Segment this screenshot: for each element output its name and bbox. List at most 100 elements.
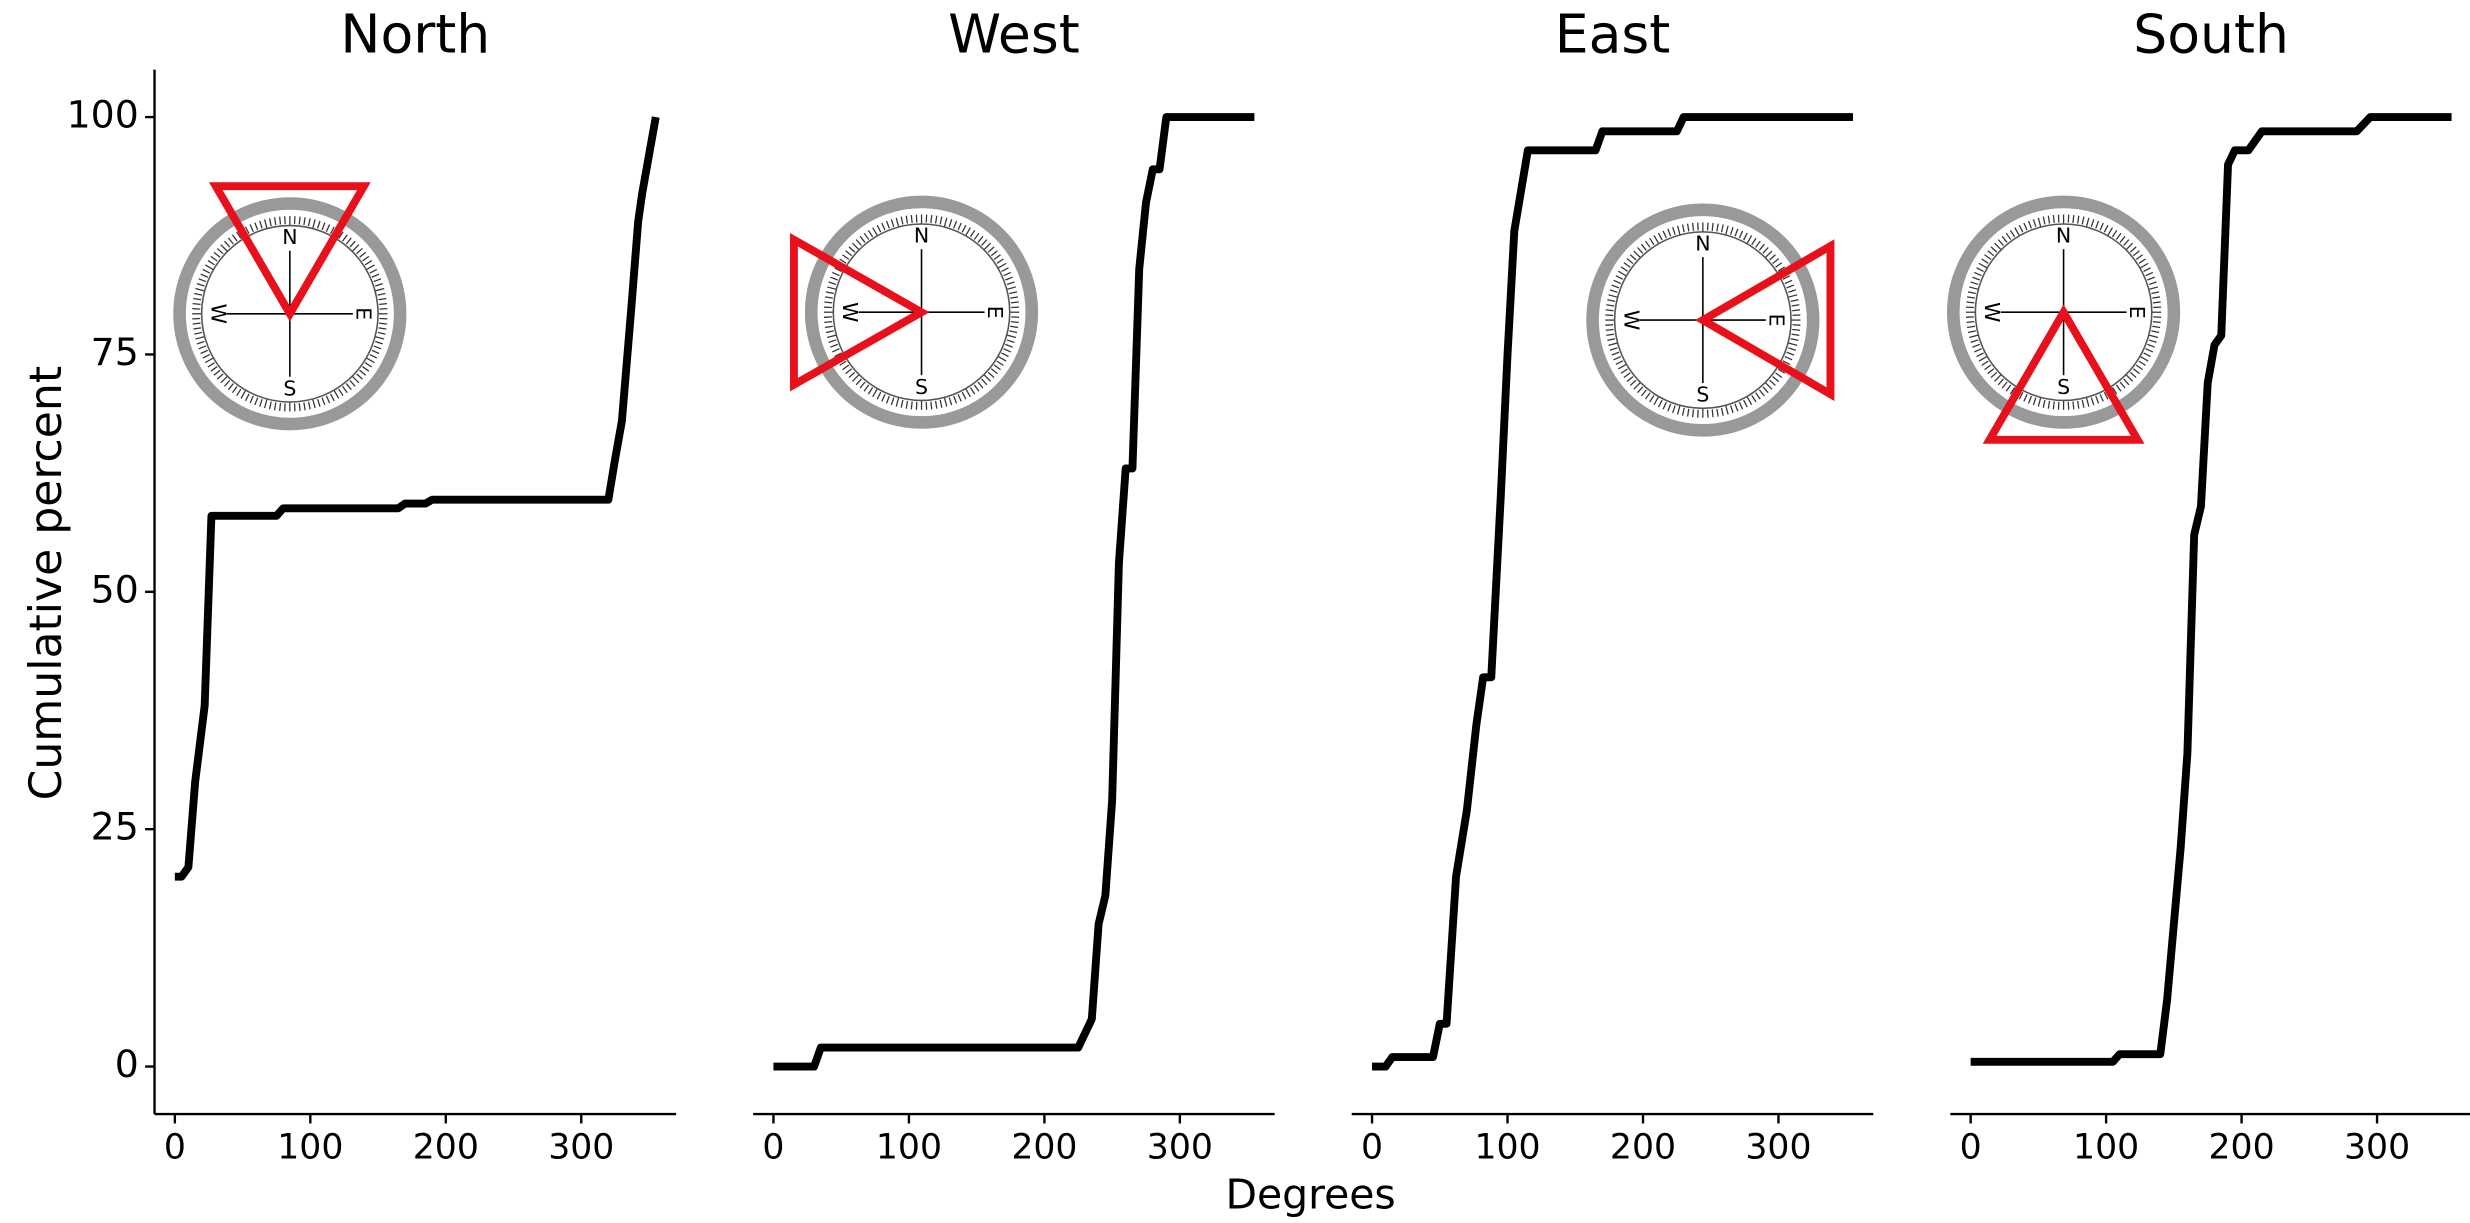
compass-tick	[227, 383, 234, 391]
compass-tick	[200, 273, 209, 278]
compass-tick	[1784, 356, 1793, 361]
data-line	[1372, 113, 1853, 1071]
compass-tick	[1629, 254, 1637, 261]
compass-tick	[1006, 339, 1015, 343]
compass-tick	[1990, 246, 1998, 253]
compass-tick	[1791, 304, 1800, 307]
compass-tick	[244, 393, 250, 402]
compass-tick	[1976, 267, 1984, 272]
compass-tick	[213, 251, 221, 258]
compass-letter: S	[915, 375, 928, 399]
compass-tick	[1755, 240, 1761, 248]
compass-tick	[2152, 301, 2161, 304]
compass-tick	[993, 364, 1001, 371]
compass-tick	[1003, 271, 1012, 277]
compass-tick	[307, 218, 311, 227]
compass-tick	[2052, 401, 2055, 410]
x-axis-label: Degrees	[1225, 1170, 1395, 1218]
compass-icon: N E S W	[789, 195, 1039, 429]
compass-tick	[2119, 381, 2126, 389]
compass-letter: S	[1696, 383, 1709, 407]
compass-tick	[828, 339, 837, 343]
compass-tick	[834, 267, 842, 272]
compass-tick	[900, 399, 904, 408]
compass-tick	[2077, 400, 2080, 409]
compass-tick	[961, 391, 967, 400]
compass-tick	[1775, 372, 1783, 378]
compass-tick	[1609, 347, 1618, 351]
compass-tick	[839, 360, 847, 366]
compass-tick	[996, 360, 1004, 366]
compass-tick	[369, 268, 378, 274]
compass-tick	[2138, 258, 2146, 264]
compass-tick	[196, 282, 205, 287]
compass-tick	[307, 401, 311, 410]
compass-tick	[953, 395, 958, 404]
x-tick-label: 100	[876, 1128, 942, 1168]
compass-tick	[1010, 296, 1019, 299]
compass-tick	[375, 340, 383, 345]
compass-tick	[867, 387, 874, 395]
compass-tick	[193, 327, 202, 330]
compass-tick	[1626, 376, 1634, 383]
compass-tick	[379, 302, 388, 306]
x-tick-label: 0	[762, 1128, 784, 1168]
compass-letter: W	[1980, 302, 2004, 322]
compass-tick	[236, 231, 242, 239]
compass-tick	[863, 384, 870, 392]
compass-tick	[356, 247, 363, 255]
compass-tick	[375, 282, 383, 287]
compass-tick	[973, 232, 980, 240]
x-tick-label: 200	[2209, 1128, 2275, 1168]
compass-tick	[1605, 328, 1614, 331]
compass-tick	[832, 348, 840, 353]
compass-tick	[373, 345, 382, 350]
compass-letter: S	[2057, 375, 2070, 399]
compass-tick	[1775, 262, 1783, 268]
compass-tick	[342, 386, 348, 394]
compass-tick	[957, 222, 962, 231]
y-tick-label: 0	[115, 1042, 139, 1086]
compass-tick	[1792, 309, 1801, 312]
compass-tick	[196, 340, 205, 345]
compass-letter: E	[1764, 314, 1788, 327]
compass-tick	[356, 373, 363, 380]
panel-title: South	[2133, 3, 2289, 66]
x-tick-label: 0	[1361, 1128, 1383, 1168]
compass-tick	[2119, 235, 2126, 243]
compass-tick	[1637, 247, 1644, 254]
compass-tick	[2152, 320, 2161, 324]
compass-tick	[1010, 320, 1019, 324]
compass-tick	[824, 320, 833, 324]
compass-tick	[1640, 389, 1647, 397]
compass-tick	[977, 381, 984, 389]
compass-tick	[1792, 328, 1801, 331]
compass-letter: N	[1695, 231, 1710, 255]
compass-icon: N E S W	[1947, 195, 2181, 444]
compass-tick	[1762, 386, 1769, 394]
compass-tick	[828, 281, 837, 286]
compass-tick	[832, 271, 840, 277]
x-tick-label: 200	[1011, 1128, 1077, 1168]
compass-tick	[1784, 279, 1793, 285]
compass-tick	[842, 364, 850, 371]
compass-tick	[1681, 224, 1685, 233]
compass-tick	[1788, 289, 1796, 293]
compass-tick	[1662, 401, 1667, 410]
x-tick-label: 0	[164, 1128, 186, 1168]
compass-tick	[342, 234, 348, 242]
compass-tick	[364, 260, 373, 266]
compass-tick	[910, 215, 913, 223]
compass-tick	[2151, 330, 2160, 334]
x-tick-label: 100	[277, 1128, 343, 1168]
compass-tick	[1711, 409, 1714, 418]
compass-tick	[371, 273, 380, 278]
compass-tick	[316, 220, 321, 229]
compass-tick	[1009, 330, 1018, 334]
compass-tick	[1620, 266, 1628, 272]
compass-tick	[2143, 267, 2151, 272]
compass-tick	[1611, 284, 1620, 289]
compass-tick	[2095, 220, 2100, 229]
compass-tick	[1662, 230, 1667, 239]
